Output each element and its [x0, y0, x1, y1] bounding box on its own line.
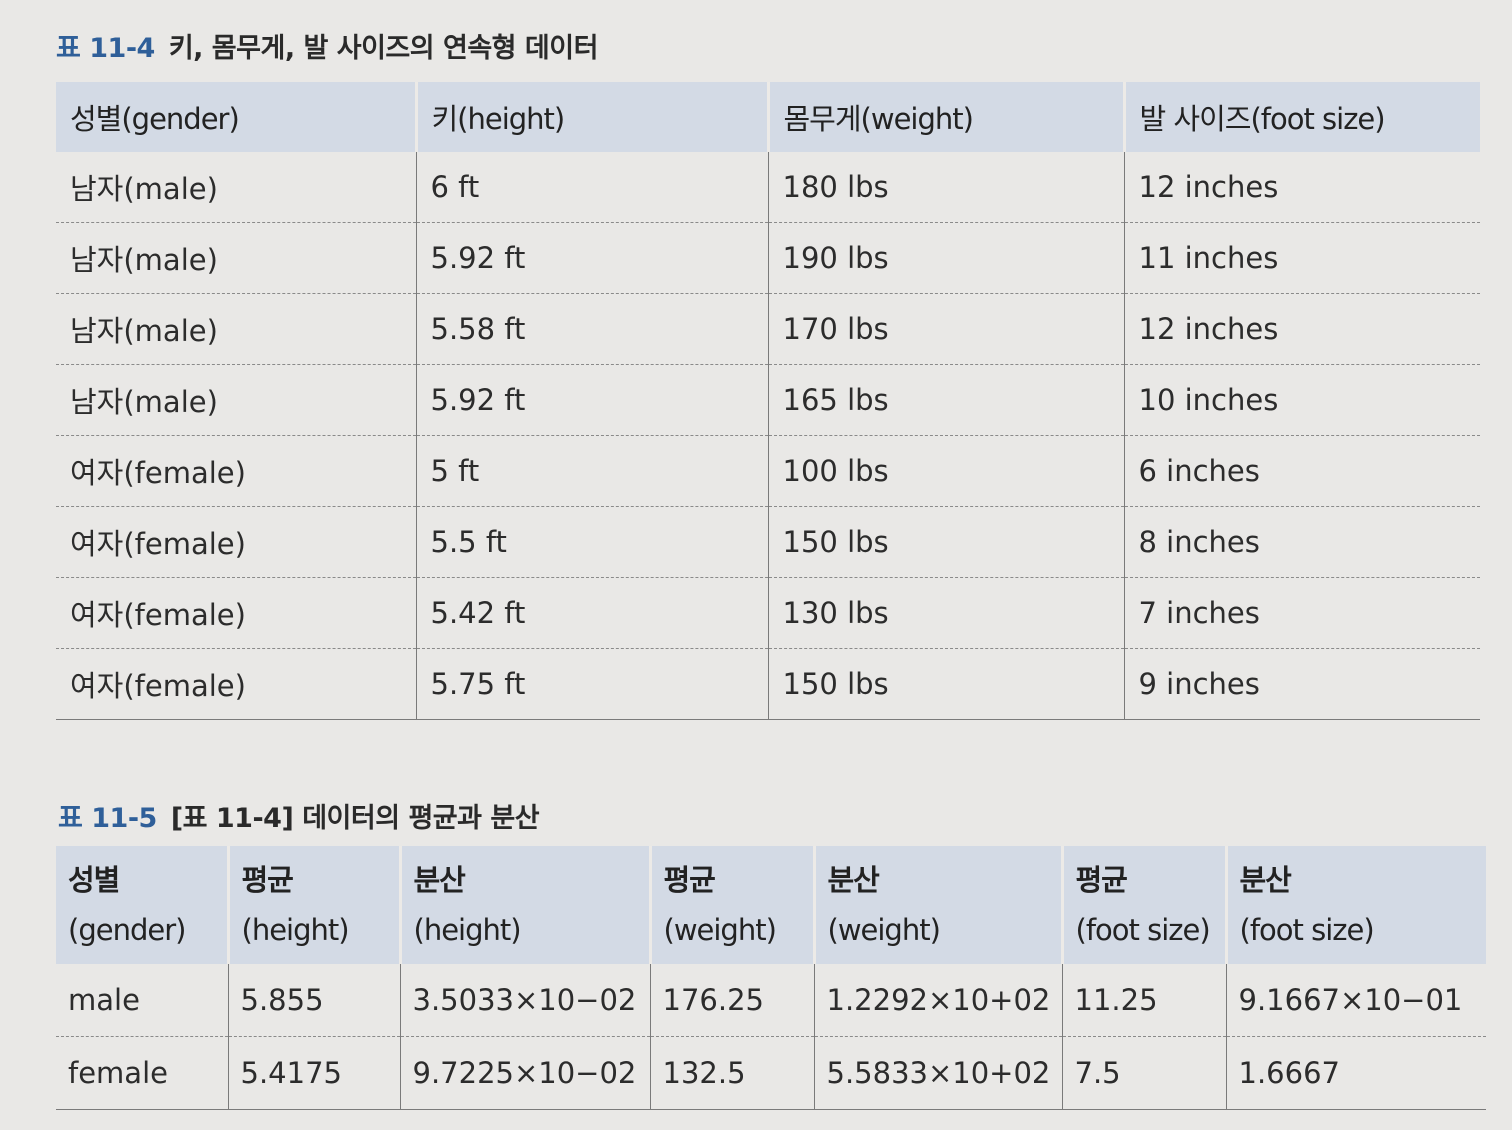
header-variance-weight: 분산 (weight)	[812, 846, 1062, 964]
cell-height: 5.42 ft	[415, 577, 768, 649]
table-row: 남자(male) 5.92 ft 165 lbs 10 inches	[56, 364, 1480, 436]
cell-foot-size: 8 inches	[1123, 506, 1480, 578]
header-variance-weight-ko: 분산	[827, 863, 880, 897]
cell-height: 5.92 ft	[415, 222, 768, 294]
header-mean-foot-size: 평균 (foot size)	[1060, 846, 1226, 964]
cell-mean-foot-size: 7.5	[1061, 1036, 1226, 1110]
cell-weight: 130 lbs	[767, 577, 1124, 649]
header-mean-height: 평균 (height)	[226, 846, 400, 964]
cell-weight: 165 lbs	[767, 364, 1124, 436]
cell-variance-weight: 5.5833×10+02	[813, 1036, 1062, 1110]
header-variance-weight-en: (weight)	[827, 913, 941, 947]
cell-foot-size: 12 inches	[1123, 293, 1480, 365]
header-variance-height: 분산 (height)	[398, 846, 650, 964]
cell-foot-size: 7 inches	[1123, 577, 1480, 649]
mean-variance-table: 성별 (gender) 평균 (height) 분산 (height) 평균 (weig…	[56, 846, 1486, 1110]
cell-height: 5.75 ft	[415, 648, 768, 720]
table-11-5-caption-tag: 표 11-5	[58, 803, 157, 834]
table-11-5-caption-text: [표 11-4] 데이터의 평균과 분산	[170, 803, 540, 834]
table-row: 남자(male) 5.58 ft 170 lbs 12 inches	[56, 293, 1480, 365]
table-row: 남자(male) 6 ft 180 lbs 12 inches	[56, 152, 1480, 223]
cell-foot-size: 10 inches	[1123, 364, 1480, 436]
cell-mean-weight: 132.5	[649, 1036, 814, 1110]
header-gender-en: (gender)	[68, 913, 186, 947]
cell-gender: 여자(female)	[56, 435, 416, 507]
header-height: 키(height)	[414, 82, 768, 152]
header-variance-foot-size-en: (foot size)	[1239, 913, 1375, 947]
table-11-5-caption: 표 11-5 [표 11-4] 데이터의 평균과 분산	[58, 796, 540, 835]
cell-variance-weight: 1.2292×10+02	[813, 964, 1062, 1037]
cell-mean-foot-size: 11.25	[1061, 964, 1226, 1037]
header-mean-weight: 평균 (weight)	[648, 846, 814, 964]
cell-weight: 170 lbs	[767, 293, 1124, 365]
cell-height: 5.58 ft	[415, 293, 768, 365]
table-11-4-caption-text: 키, 몸무게, 발 사이즈의 연속형 데이터	[168, 33, 599, 64]
cell-height: 5.5 ft	[415, 506, 768, 578]
cell-height: 6 ft	[415, 152, 768, 223]
table-11-4-caption-tag: 표 11-4	[56, 33, 155, 64]
table-header-row: 성별 (gender) 평균 (height) 분산 (height) 평균 (weig…	[56, 846, 1486, 964]
header-foot-size: 발 사이즈(foot size)	[1122, 82, 1480, 152]
cell-variance-foot-size: 9.1667×10−01	[1225, 964, 1486, 1037]
header-mean-weight-en: (weight)	[663, 913, 777, 947]
cell-weight: 100 lbs	[767, 435, 1124, 507]
continuous-data-table: 성별(gender) 키(height) 몸무게(weight) 발 사이즈(f…	[56, 82, 1480, 720]
cell-gender: 남자(male)	[56, 364, 416, 436]
header-variance-foot-size: 분산 (foot size)	[1224, 846, 1486, 964]
table-row: female 5.4175 9.7225×10−02 132.5 5.5833×…	[56, 1036, 1486, 1110]
table-header-row: 성별(gender) 키(height) 몸무게(weight) 발 사이즈(f…	[56, 82, 1480, 152]
cell-height: 5.92 ft	[415, 364, 768, 436]
table-row: 여자(female) 5.5 ft 150 lbs 8 inches	[56, 506, 1480, 578]
cell-variance-foot-size: 1.6667	[1225, 1036, 1486, 1110]
header-weight: 몸무게(weight)	[766, 82, 1124, 152]
cell-height: 5 ft	[415, 435, 768, 507]
table-row: 여자(female) 5 ft 100 lbs 6 inches	[56, 435, 1480, 507]
cell-gender: male	[56, 964, 228, 1037]
cell-gender: 남자(male)	[56, 152, 416, 223]
cell-gender: female	[56, 1036, 228, 1110]
cell-foot-size: 11 inches	[1123, 222, 1480, 294]
cell-gender: 남자(male)	[56, 222, 416, 294]
header-mean-height-en: (height)	[241, 913, 350, 947]
table-row: 여자(female) 5.75 ft 150 lbs 9 inches	[56, 648, 1480, 720]
header-gender: 성별(gender)	[56, 82, 416, 152]
cell-variance-height: 3.5033×10−02	[399, 964, 650, 1037]
header-gender: 성별 (gender)	[56, 846, 228, 964]
cell-weight: 150 lbs	[767, 648, 1124, 720]
cell-foot-size: 9 inches	[1123, 648, 1480, 720]
cell-foot-size: 12 inches	[1123, 152, 1480, 223]
header-mean-height-ko: 평균	[241, 863, 294, 897]
cell-mean-height: 5.4175	[227, 1036, 400, 1110]
table-row: 여자(female) 5.42 ft 130 lbs 7 inches	[56, 577, 1480, 649]
cell-variance-height: 9.7225×10−02	[399, 1036, 650, 1110]
header-variance-foot-size-ko: 분산	[1239, 863, 1292, 897]
cell-gender: 여자(female)	[56, 648, 416, 720]
cell-foot-size: 6 inches	[1123, 435, 1480, 507]
header-mean-foot-size-ko: 평균	[1075, 863, 1128, 897]
header-mean-weight-ko: 평균	[663, 863, 716, 897]
cell-mean-weight: 176.25	[649, 964, 814, 1037]
header-mean-foot-size-en: (foot size)	[1075, 913, 1211, 947]
cell-gender: 여자(female)	[56, 506, 416, 578]
cell-gender: 남자(male)	[56, 293, 416, 365]
header-variance-height-ko: 분산	[413, 863, 466, 897]
table-11-4-caption: 표 11-4 키, 몸무게, 발 사이즈의 연속형 데이터	[56, 26, 598, 65]
header-gender-ko: 성별	[68, 863, 120, 897]
cell-mean-height: 5.855	[227, 964, 400, 1037]
table-row: male 5.855 3.5033×10−02 176.25 1.2292×10…	[56, 964, 1486, 1037]
cell-weight: 180 lbs	[767, 152, 1124, 223]
table-row: 남자(male) 5.92 ft 190 lbs 11 inches	[56, 222, 1480, 294]
cell-weight: 190 lbs	[767, 222, 1124, 294]
header-variance-height-en: (height)	[413, 913, 522, 947]
cell-weight: 150 lbs	[767, 506, 1124, 578]
cell-gender: 여자(female)	[56, 577, 416, 649]
